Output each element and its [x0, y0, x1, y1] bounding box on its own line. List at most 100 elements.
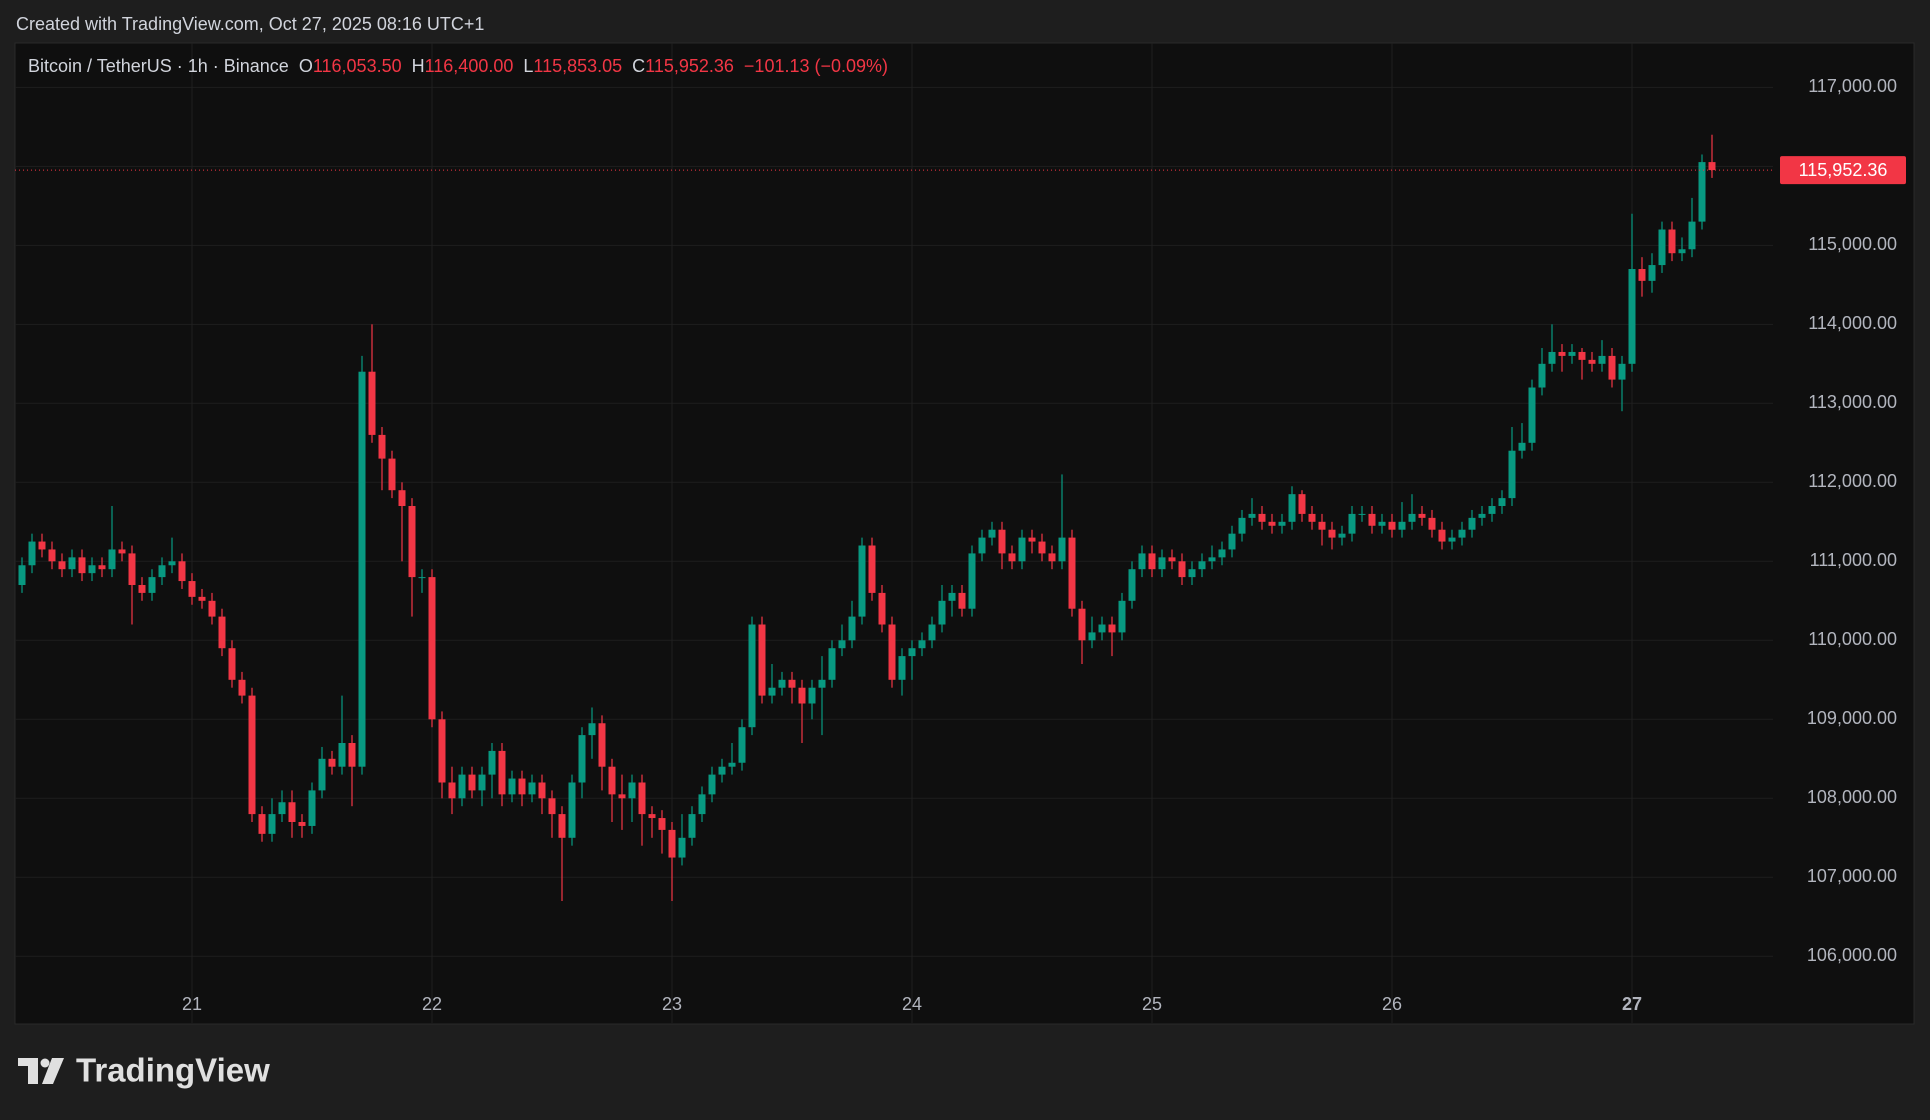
candle-body	[238, 679, 246, 696]
candle-body	[1508, 450, 1516, 499]
x-tick-label: 23	[662, 994, 682, 1014]
candle-body	[1498, 498, 1506, 507]
candle-body	[298, 822, 306, 826]
candle-body	[228, 648, 236, 680]
candle-body	[1628, 269, 1636, 364]
candle-body	[1638, 269, 1646, 281]
candle-body	[78, 557, 86, 574]
y-tick-label: 115,000.00	[1808, 234, 1897, 254]
candle-body	[178, 561, 186, 582]
change: −101.13 (−0.09%)	[743, 56, 889, 76]
candle-body	[38, 541, 46, 550]
candle-body	[498, 750, 506, 795]
candle-body	[1108, 624, 1116, 633]
candle-body	[188, 581, 196, 597]
candle-body	[338, 743, 346, 767]
candle-body	[268, 814, 276, 834]
candle-body	[1228, 533, 1236, 550]
ohlc-value: 115,952.36	[645, 56, 734, 76]
y-tick-label: 111,000.00	[1810, 550, 1897, 570]
candle-body	[488, 750, 496, 775]
logo-icon	[42, 1058, 64, 1084]
candle-body	[1368, 513, 1376, 526]
candle-body	[1158, 557, 1166, 570]
candle-body	[1658, 229, 1666, 266]
created-note: Created with TradingView.com, Oct 27, 20…	[16, 14, 484, 34]
candle-body	[628, 782, 636, 799]
candle-body	[778, 679, 786, 688]
candle-body	[1478, 513, 1486, 518]
candle-body	[1678, 249, 1686, 254]
candle-body	[1188, 569, 1196, 578]
candle-body	[908, 648, 916, 657]
candle-body	[648, 814, 656, 819]
candle-body	[348, 743, 356, 767]
y-tick-label: 117,000.00	[1808, 76, 1897, 96]
candle-body	[698, 794, 706, 815]
candle-body	[208, 600, 216, 617]
candle-body	[1028, 537, 1036, 542]
candle-body	[1298, 494, 1306, 514]
candle-body	[368, 371, 376, 435]
x-tick-label: 26	[1382, 994, 1402, 1014]
candle-body	[1128, 569, 1136, 601]
legend: Bitcoin / TetherUS · 1h · Binance O116,0…	[28, 56, 898, 77]
candle-body	[808, 687, 816, 704]
candle-body	[1688, 221, 1696, 250]
candle-body	[958, 592, 966, 609]
candle-body	[308, 790, 316, 826]
candle-body	[148, 577, 156, 593]
y-tick-label: 108,000.00	[1807, 787, 1897, 807]
candle-body	[788, 679, 796, 688]
candle-body	[1238, 517, 1246, 534]
candle-body	[1608, 355, 1616, 380]
candle-body	[1698, 162, 1706, 222]
last-price-label: 115,952.36	[1799, 160, 1888, 180]
ohlc-key: C	[632, 56, 646, 76]
candle-body	[858, 545, 866, 617]
candle-body	[708, 774, 716, 795]
candle-body	[668, 829, 676, 858]
candle-body	[928, 624, 936, 641]
candle-body	[548, 798, 556, 815]
candle-body	[968, 553, 976, 609]
candle-body	[838, 640, 846, 649]
candle-body	[398, 490, 406, 507]
candle-body	[768, 687, 776, 696]
candle-body	[318, 758, 326, 791]
candle-body	[738, 727, 746, 763]
candle-body	[1408, 513, 1416, 522]
candle-body	[878, 592, 886, 625]
y-tick-label: 107,000.00	[1807, 866, 1897, 886]
candle-body	[1488, 506, 1496, 514]
y-tick-label: 109,000.00	[1807, 708, 1897, 728]
candle-body	[1288, 494, 1296, 522]
ohlc-value: 116,053.50	[312, 56, 402, 76]
candle-body	[1538, 363, 1546, 388]
candle-body	[88, 565, 96, 574]
brand-name: TradingView	[76, 1052, 270, 1089]
candle-body	[108, 549, 116, 570]
candle-body	[1428, 517, 1436, 530]
candle-body	[1038, 541, 1046, 554]
candle-body	[828, 648, 836, 680]
candle-body	[618, 794, 626, 799]
candle-body	[1668, 229, 1676, 254]
candle-body	[938, 600, 946, 625]
candle-body	[528, 782, 536, 795]
candle-body	[748, 624, 756, 728]
candle-body	[718, 766, 726, 775]
candle-body	[58, 561, 66, 570]
candle-body	[218, 616, 226, 649]
candle-body	[1098, 624, 1106, 633]
ohlc-key: O	[298, 56, 313, 76]
candle-body	[1418, 513, 1426, 518]
candle-body	[678, 837, 686, 858]
candle-body	[1398, 521, 1406, 530]
candle-body	[198, 596, 206, 601]
y-tick-label: 106,000.00	[1807, 945, 1897, 965]
ohlc-value: 115,853.05	[533, 56, 623, 76]
x-tick-label: 27	[1622, 994, 1642, 1014]
candle-body	[1598, 355, 1606, 364]
candle-body	[168, 561, 176, 566]
